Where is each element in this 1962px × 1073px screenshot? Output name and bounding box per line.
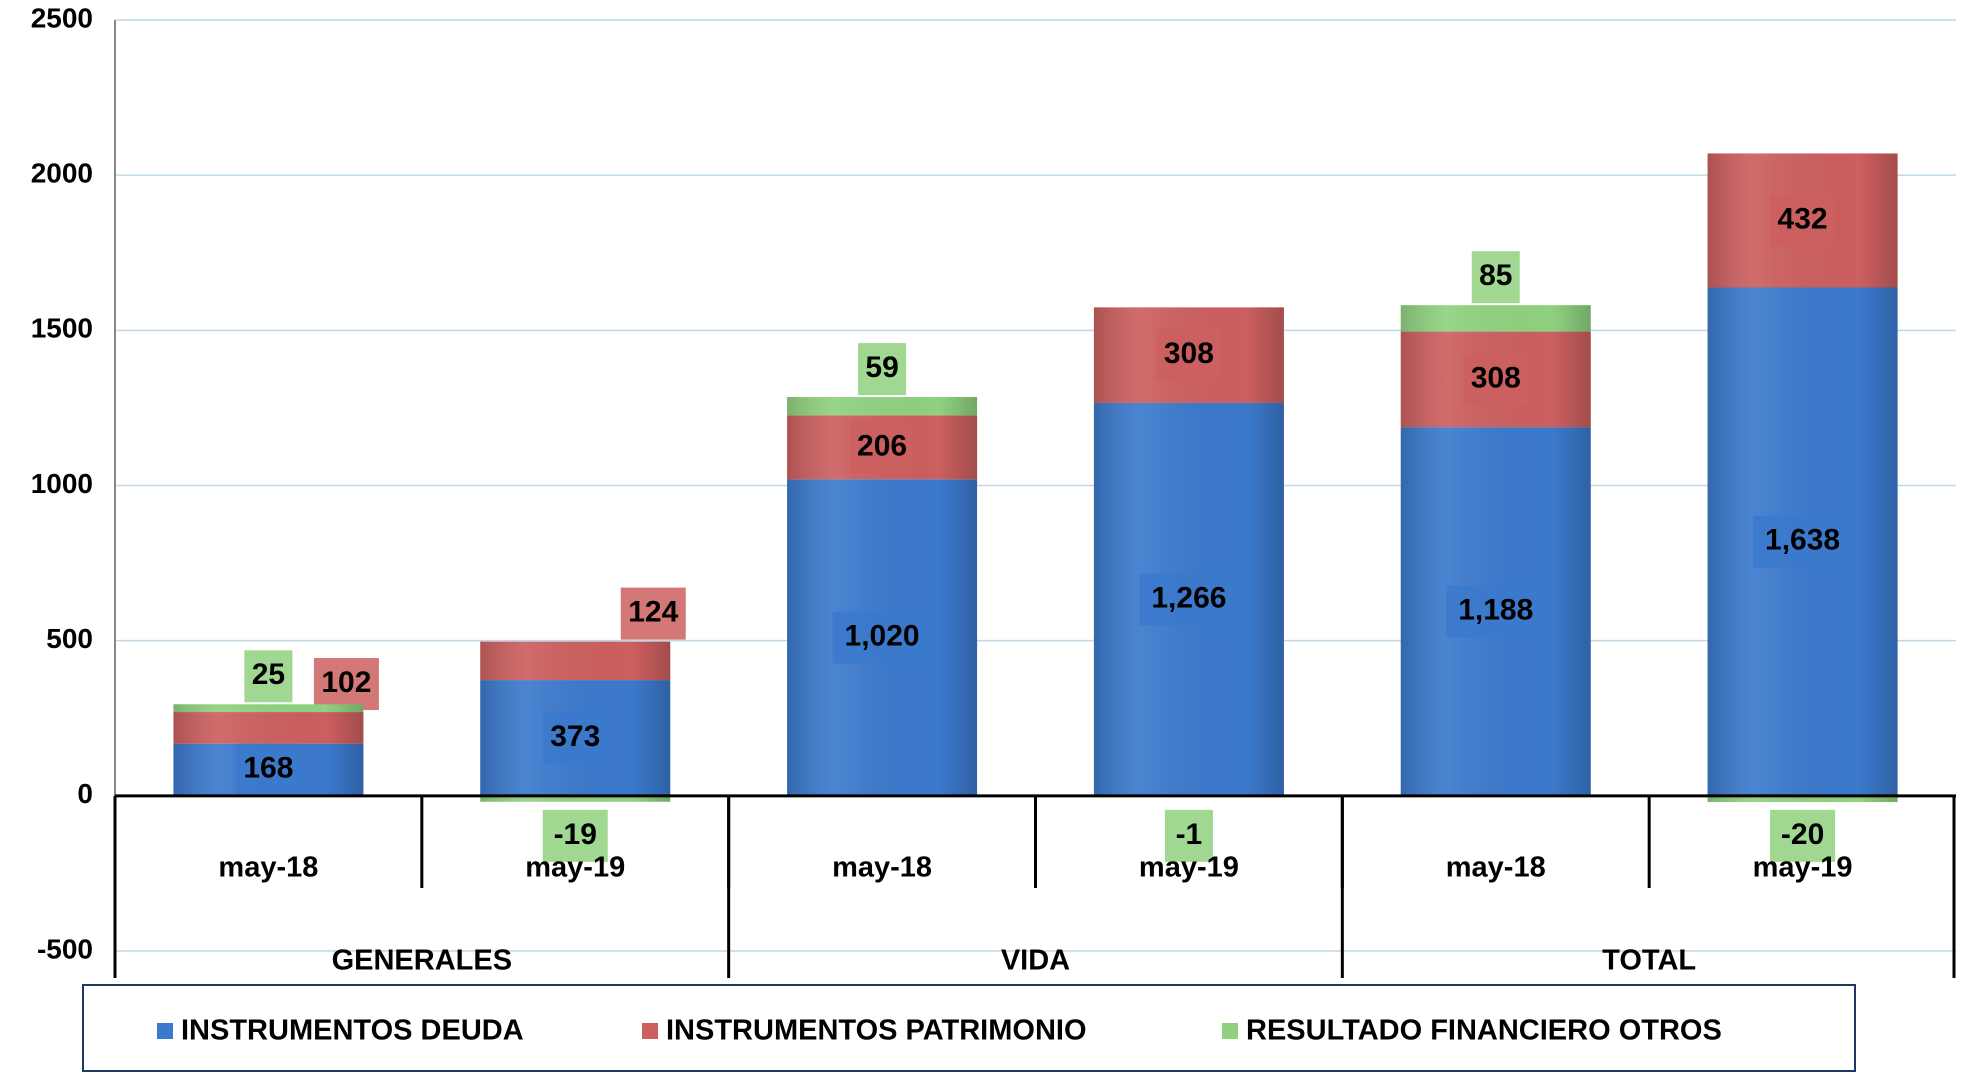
label-bg [313, 658, 379, 711]
label-bg [1471, 251, 1520, 304]
data-label: 1,020 [845, 619, 920, 652]
x-tick-label: may-19 [1139, 852, 1239, 884]
legend-label: RESULTADO FINANCIERO OTROS [1246, 1015, 1722, 1047]
data-label: 1,266 [1151, 581, 1226, 614]
y-tick-label: 2000 [31, 158, 93, 189]
legend-label: INSTRUMENTOS DEUDA [181, 1015, 524, 1047]
bar-shade [173, 704, 364, 713]
data-label: 1,188 [1458, 593, 1533, 626]
y-tick-label: 2500 [31, 2, 93, 33]
label-bg [1770, 194, 1836, 247]
label-bg [1164, 809, 1213, 862]
group-label: GENERALES [332, 945, 512, 977]
data-label: 59 [865, 351, 898, 384]
bar-shade [1707, 795, 1898, 803]
group-label: VIDA [1001, 945, 1070, 977]
data-label: 124 [628, 596, 678, 629]
bar-shade [787, 397, 978, 416]
label-bg [858, 343, 907, 396]
data-label: 308 [1471, 361, 1521, 394]
legend-swatch [1222, 1023, 1238, 1039]
legend-swatch [642, 1023, 658, 1039]
y-tick-label: 500 [46, 623, 93, 654]
label-bg [1139, 573, 1239, 626]
label-bg [1753, 515, 1853, 568]
bar-shade [1400, 305, 1591, 332]
label-bg [620, 587, 686, 640]
data-label: 85 [1479, 259, 1512, 292]
x-tick-label: may-18 [1446, 852, 1546, 884]
data-label: 432 [1778, 202, 1828, 235]
bar-shade [480, 641, 671, 681]
legend-box [82, 984, 1856, 1072]
label-bg [542, 809, 608, 862]
data-label: 373 [550, 720, 600, 753]
group-label: TOTAL [1602, 945, 1696, 977]
label-bg [849, 421, 915, 474]
label-bg [542, 711, 608, 764]
data-label: 102 [321, 666, 371, 699]
data-label: -20 [1781, 818, 1824, 851]
bar-shade [173, 712, 364, 744]
data-label: -19 [554, 818, 597, 851]
data-label: 206 [857, 429, 907, 462]
data-label: 25 [252, 658, 285, 691]
data-label: 308 [1164, 337, 1214, 370]
label-bg [1156, 329, 1222, 382]
data-label: -1 [1176, 818, 1203, 851]
data-label: 1,638 [1765, 524, 1840, 557]
label-bg [1463, 353, 1529, 406]
x-tick-label: may-19 [525, 852, 625, 884]
y-tick-label: 1000 [31, 468, 93, 499]
x-tick-label: may-18 [832, 852, 932, 884]
label-bg [244, 650, 293, 703]
label-bg [235, 743, 301, 796]
legend-label: INSTRUMENTOS PATRIMONIO [666, 1015, 1087, 1047]
y-tick-label: 0 [77, 778, 93, 809]
bar-shade [480, 795, 671, 802]
label-bg [832, 611, 932, 664]
legend-swatch [157, 1023, 173, 1039]
x-tick-label: may-19 [1753, 852, 1853, 884]
label-bg [1770, 809, 1836, 862]
y-tick-label: 1500 [31, 313, 93, 344]
label-bg [1446, 585, 1546, 638]
y-tick-label: -500 [37, 933, 93, 964]
x-tick-label: may-18 [218, 852, 318, 884]
data-label: 168 [243, 752, 293, 785]
